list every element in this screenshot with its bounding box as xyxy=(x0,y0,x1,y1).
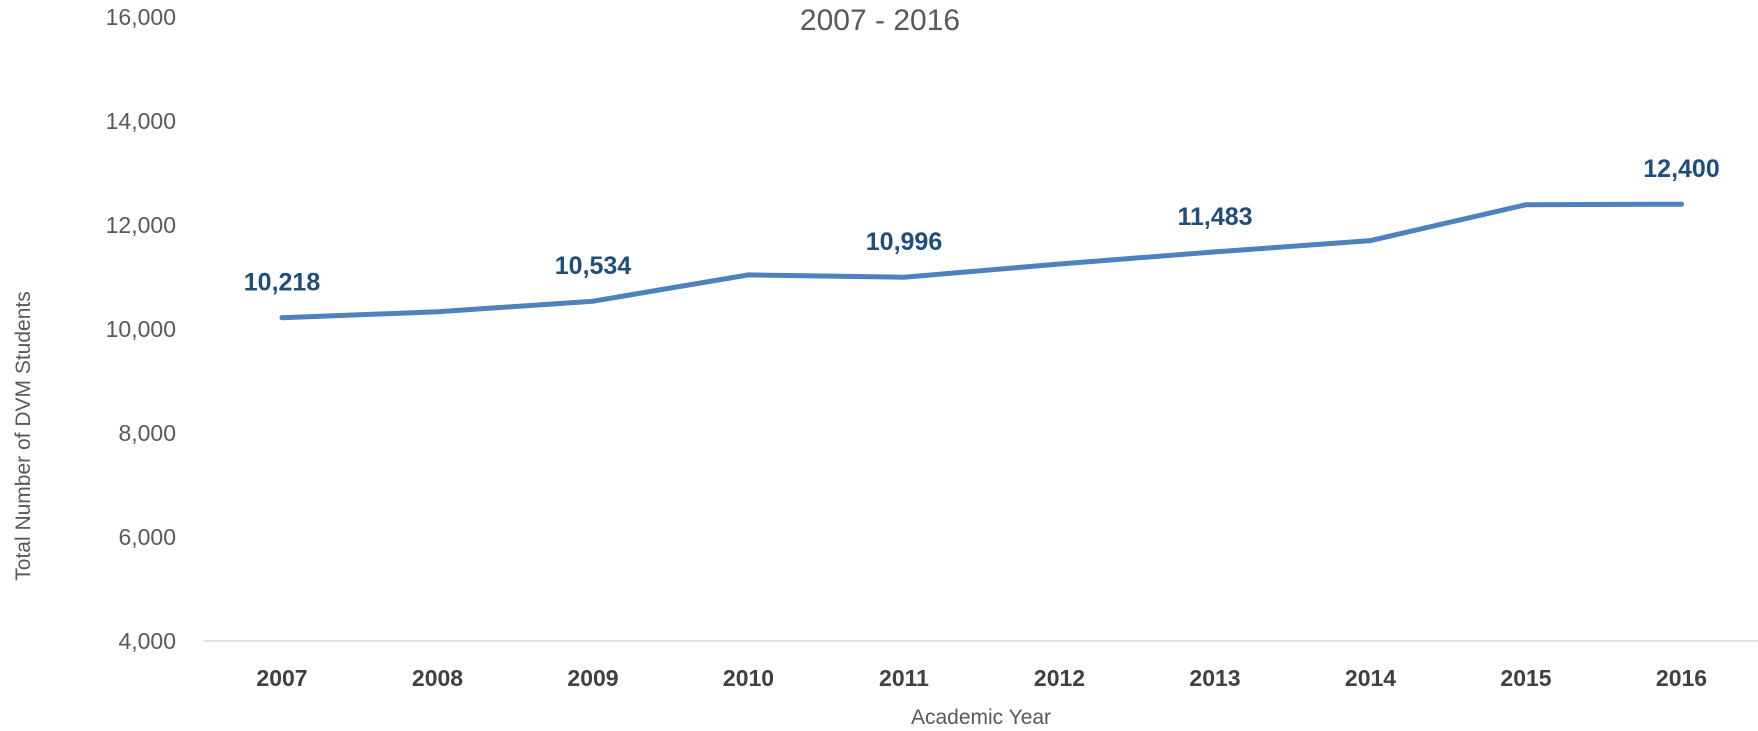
y-tick-label: 8,000 xyxy=(118,420,176,446)
y-tick-label: 6,000 xyxy=(118,524,176,550)
data-point xyxy=(590,298,596,304)
data-point xyxy=(435,309,440,315)
data-label: 10,218 xyxy=(244,269,321,297)
data-label: 10,534 xyxy=(555,252,632,280)
x-axis-ticks: 2007 2008 2009 2010 2011 2012 2013 2014 2015 2016 xyxy=(256,665,1707,691)
x-tick-label: 2013 xyxy=(1189,665,1240,691)
x-axis-label: Academic Year xyxy=(911,706,1051,729)
data-point xyxy=(746,272,751,278)
x-tick-label: 2011 xyxy=(879,665,929,691)
data-labels: 10,218 10,534 10,996 11,483 12,400 xyxy=(244,155,1720,296)
y-axis-ticks: 4,000 6,000 8,000 10,000 12,000 14,000 16,000 xyxy=(106,4,176,654)
data-point xyxy=(901,274,907,280)
chart-title: 2007 - 2016 xyxy=(800,4,960,37)
y-tick-label: 16,000 xyxy=(106,4,176,30)
data-label: 11,483 xyxy=(1177,203,1252,231)
data-point xyxy=(1212,249,1218,255)
series-line xyxy=(279,201,1684,321)
data-point xyxy=(1368,238,1373,244)
x-tick-label: 2015 xyxy=(1500,665,1551,691)
data-point xyxy=(1679,201,1684,207)
y-tick-label: 10,000 xyxy=(106,316,176,342)
x-tick-label: 2014 xyxy=(1345,665,1396,691)
data-label: 12,400 xyxy=(1643,155,1719,183)
y-tick-label: 4,000 xyxy=(118,628,176,654)
y-tick-label: 14,000 xyxy=(106,108,176,134)
x-tick-label: 2008 xyxy=(412,665,463,691)
x-tick-label: 2016 xyxy=(1656,665,1707,691)
x-tick-label: 2012 xyxy=(1034,665,1085,691)
x-tick-label: 2009 xyxy=(567,665,618,691)
series-layer xyxy=(279,201,1684,321)
data-point xyxy=(1057,261,1062,267)
data-point xyxy=(279,315,285,321)
y-axis-label: Total Number of DVM Students xyxy=(12,291,35,580)
y-tick-label: 12,000 xyxy=(106,212,176,238)
x-tick-label: 2007 xyxy=(256,665,307,691)
data-point xyxy=(1523,202,1529,208)
data-label: 10,996 xyxy=(866,228,942,256)
x-tick-label: 2010 xyxy=(723,665,774,691)
